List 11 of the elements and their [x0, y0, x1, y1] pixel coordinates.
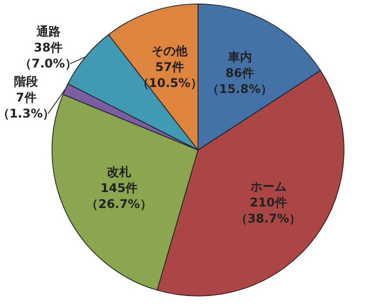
data-label: 38件（7.0%） — [20, 40, 77, 71]
slice-label: 車内 — [226, 50, 252, 64]
slice-label: 通路 — [35, 24, 62, 39]
data-label: 145件（26.7%） — [86, 180, 152, 211]
data-label: 210件（38.7%） — [235, 195, 302, 226]
slice-label: 階段 — [14, 74, 40, 89]
data-label: 86件（15.8%） — [206, 66, 273, 96]
slice-label: その他 — [152, 44, 189, 58]
slice-label: ホーム — [249, 179, 286, 194]
data-label: 7件（1.3%） — [0, 90, 55, 121]
slice-label: 改札 — [107, 164, 132, 179]
